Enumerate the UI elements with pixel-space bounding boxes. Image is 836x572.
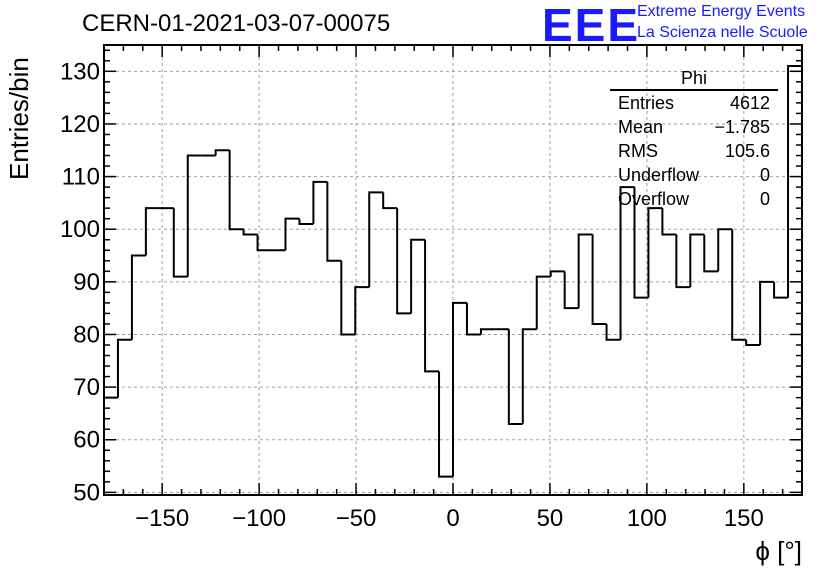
chart-title: CERN-01-2021-03-07-00075 [82, 10, 391, 37]
histogram-bin [172, 208, 188, 278]
histogram-bin [661, 208, 677, 236]
x-tick-label: −150 [135, 505, 189, 532]
y-tick-label: 90 [73, 269, 100, 296]
histogram-bin [452, 301, 467, 477]
y-axis-label: Entries/bin [4, 57, 34, 180]
histogram-bin [214, 149, 230, 156]
histogram-bin [284, 217, 300, 251]
histogram-bin [479, 328, 495, 335]
stats-value: 4612 [729, 93, 770, 113]
histogram-bin [340, 260, 356, 336]
histogram-bin [605, 323, 621, 341]
histogram-bin [535, 275, 551, 330]
histogram-bin [256, 234, 272, 252]
histogram-bin [731, 229, 747, 341]
histogram-bin [116, 338, 132, 398]
x-tick-label: 0 [446, 505, 459, 532]
histogram-bin [521, 328, 537, 424]
x-tick-label: 50 [537, 505, 564, 532]
histogram-bin [745, 339, 761, 346]
grid [104, 45, 802, 495]
histogram-bin [563, 271, 579, 310]
stats-row-mean: Mean −1.785 [610, 115, 778, 139]
x-tick-label: −100 [232, 505, 286, 532]
histogram-bin [242, 229, 258, 236]
stats-row-rms: RMS 105.6 [610, 139, 778, 163]
histogram-bin [577, 233, 593, 309]
tick-labels: −150 −100 −50 0 50 100 150 50 60 70 80 90 100 110 120 1… [60, 58, 764, 532]
histogram-bin [368, 191, 384, 288]
stats-row-overflow: Overflow 0 [610, 187, 778, 211]
histogram-bin [228, 150, 244, 231]
logo-subtitle-2: La Scienza nelle Scuole [637, 24, 808, 41]
histogram-bin [354, 286, 370, 335]
histogram-bin [703, 234, 719, 273]
histogram-bin [103, 396, 118, 495]
histogram-bin [382, 192, 398, 210]
stats-row-entries: Entries 4612 [610, 91, 778, 115]
histogram-bin [465, 302, 481, 336]
stats-value: 0 [759, 189, 770, 209]
histogram-bin [144, 207, 160, 256]
histogram-bin [619, 186, 635, 340]
stats-label: RMS [618, 141, 658, 161]
y-tick-label: 110 [62, 164, 100, 191]
histogram-bin [759, 280, 775, 345]
histogram-bin [689, 233, 705, 288]
histogram-bin [773, 281, 789, 299]
histogram-bin [438, 371, 453, 478]
stats-box: Phi Entries 4612 Mean −1.785 RMS 105.6 U… [610, 67, 778, 211]
stats-label: Underflow [618, 165, 700, 185]
y-tick-label: 130 [60, 58, 100, 85]
axis-ticks [103, 45, 803, 495]
stats-label: Overflow [618, 189, 690, 209]
y-tick-label: 120 [60, 111, 100, 138]
histogram-bin [717, 228, 733, 272]
stats-label: Entries [618, 93, 675, 113]
histogram-bin [424, 239, 440, 373]
x-tick-label: −50 [336, 505, 377, 532]
x-tick-label: 100 [627, 505, 667, 532]
histogram-bin [549, 270, 565, 277]
histogram-bin [787, 65, 802, 298]
stats-value: 0 [759, 165, 770, 185]
y-tick-label: 100 [60, 216, 100, 243]
histogram-bin [298, 218, 314, 225]
histogram-bin [326, 181, 342, 262]
histogram-bin [675, 234, 691, 289]
eee-logo: EEE [542, 0, 641, 51]
stats-value: −1.785 [714, 117, 770, 137]
histogram-bin [647, 207, 663, 298]
stats-box-title: Phi [610, 67, 778, 91]
y-tick-label: 50 [73, 479, 100, 506]
x-axis-label: ϕ [°] [755, 536, 802, 566]
histogram-bin [130, 254, 146, 340]
y-tick-label: 80 [73, 321, 100, 348]
histogram-bin [591, 234, 607, 325]
histogram-bin [633, 187, 649, 299]
y-tick-label: 60 [73, 427, 100, 454]
stats-label: Mean [618, 117, 664, 137]
histogram-bin [186, 154, 202, 277]
histogram-bin [312, 180, 328, 224]
x-tick-label: 150 [724, 505, 764, 532]
stats-value: 105.6 [724, 141, 770, 161]
histogram-bin [507, 329, 523, 425]
histogram-bin [396, 208, 412, 315]
y-tick-label: 70 [73, 374, 100, 401]
logo-subtitle-1: Extreme Energy Events [637, 3, 806, 20]
stats-row-underflow: Underflow 0 [610, 163, 778, 187]
histogram-bin [410, 238, 426, 314]
